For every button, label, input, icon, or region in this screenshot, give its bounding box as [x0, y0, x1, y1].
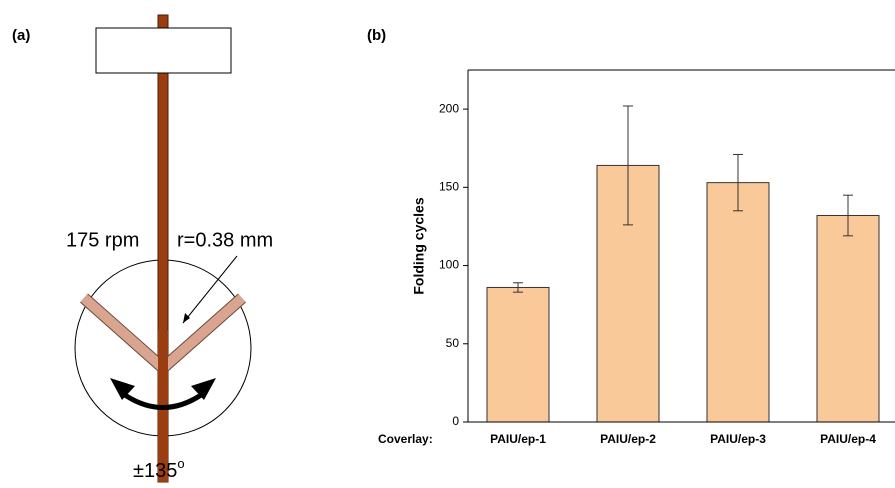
radius-label: r=0.38 mm [177, 229, 273, 251]
x-tick-label: PAIU/ep-4 [820, 432, 876, 446]
angle-unit: o [177, 456, 184, 471]
y-axis-label: Folding cycles [411, 197, 427, 294]
x-axis-label: Coverlay: [378, 432, 433, 446]
pointer [182, 255, 238, 324]
panel-label: (a) [12, 27, 30, 44]
y-tick-label: 0 [452, 414, 459, 428]
x-tick-label: PAIU/ep-1 [490, 432, 546, 446]
y-tick-label: 200 [439, 101, 459, 115]
arrow-head [110, 378, 135, 400]
rotation-arrow [123, 392, 203, 410]
x-tick-label: PAIU/ep-3 [710, 432, 766, 446]
panel-a: (a) 175 rpm r=0.38 mm ±135o [12, 14, 273, 483]
angle-label: ±135o [133, 456, 185, 482]
panel-b: (b) Folding cycles Coverlay: 0 50 100 150 20… [367, 27, 895, 446]
y-tick-label: 150 [439, 180, 459, 194]
clamp [95, 27, 232, 74]
x-tick-label: PAIU/ep-2 [600, 432, 656, 446]
arrow-head [191, 378, 216, 400]
pointer-head [183, 313, 190, 323]
speed-label: 175 rpm [66, 229, 139, 251]
bar [486, 286, 550, 423]
y-tick-label: 50 [446, 336, 460, 350]
bar [816, 214, 880, 423]
angle: ±135 [133, 460, 177, 482]
bar [706, 182, 770, 423]
y-tick-label: 100 [439, 258, 459, 272]
panel-label: (b) [367, 27, 386, 44]
